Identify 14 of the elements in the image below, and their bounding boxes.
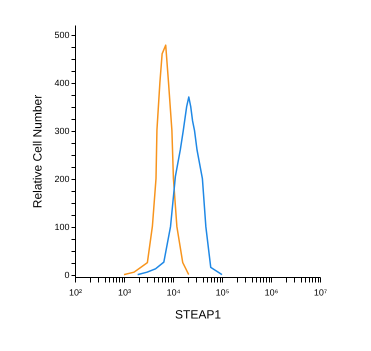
x-tick-label: 10² xyxy=(68,288,82,298)
y-tick-label: 0 xyxy=(64,270,70,280)
x-axis-title: STEAP1 xyxy=(174,308,222,322)
y-tick-label: 100 xyxy=(54,222,70,232)
y-tick-label: 300 xyxy=(54,126,70,136)
x-tick-label: 10³ xyxy=(118,288,132,298)
x-tick-label: 10⁵ xyxy=(216,288,230,298)
x-tick-label: 10⁶ xyxy=(264,288,279,298)
y-axis-title: Relative Cell Number xyxy=(30,94,44,208)
y-tick-label: 200 xyxy=(54,174,70,184)
y-tick-label: 400 xyxy=(54,78,70,88)
x-tick-label: 10⁴ xyxy=(166,288,181,298)
x-tick-label: 10⁷ xyxy=(314,288,328,298)
y-tick-label: 500 xyxy=(54,30,70,40)
